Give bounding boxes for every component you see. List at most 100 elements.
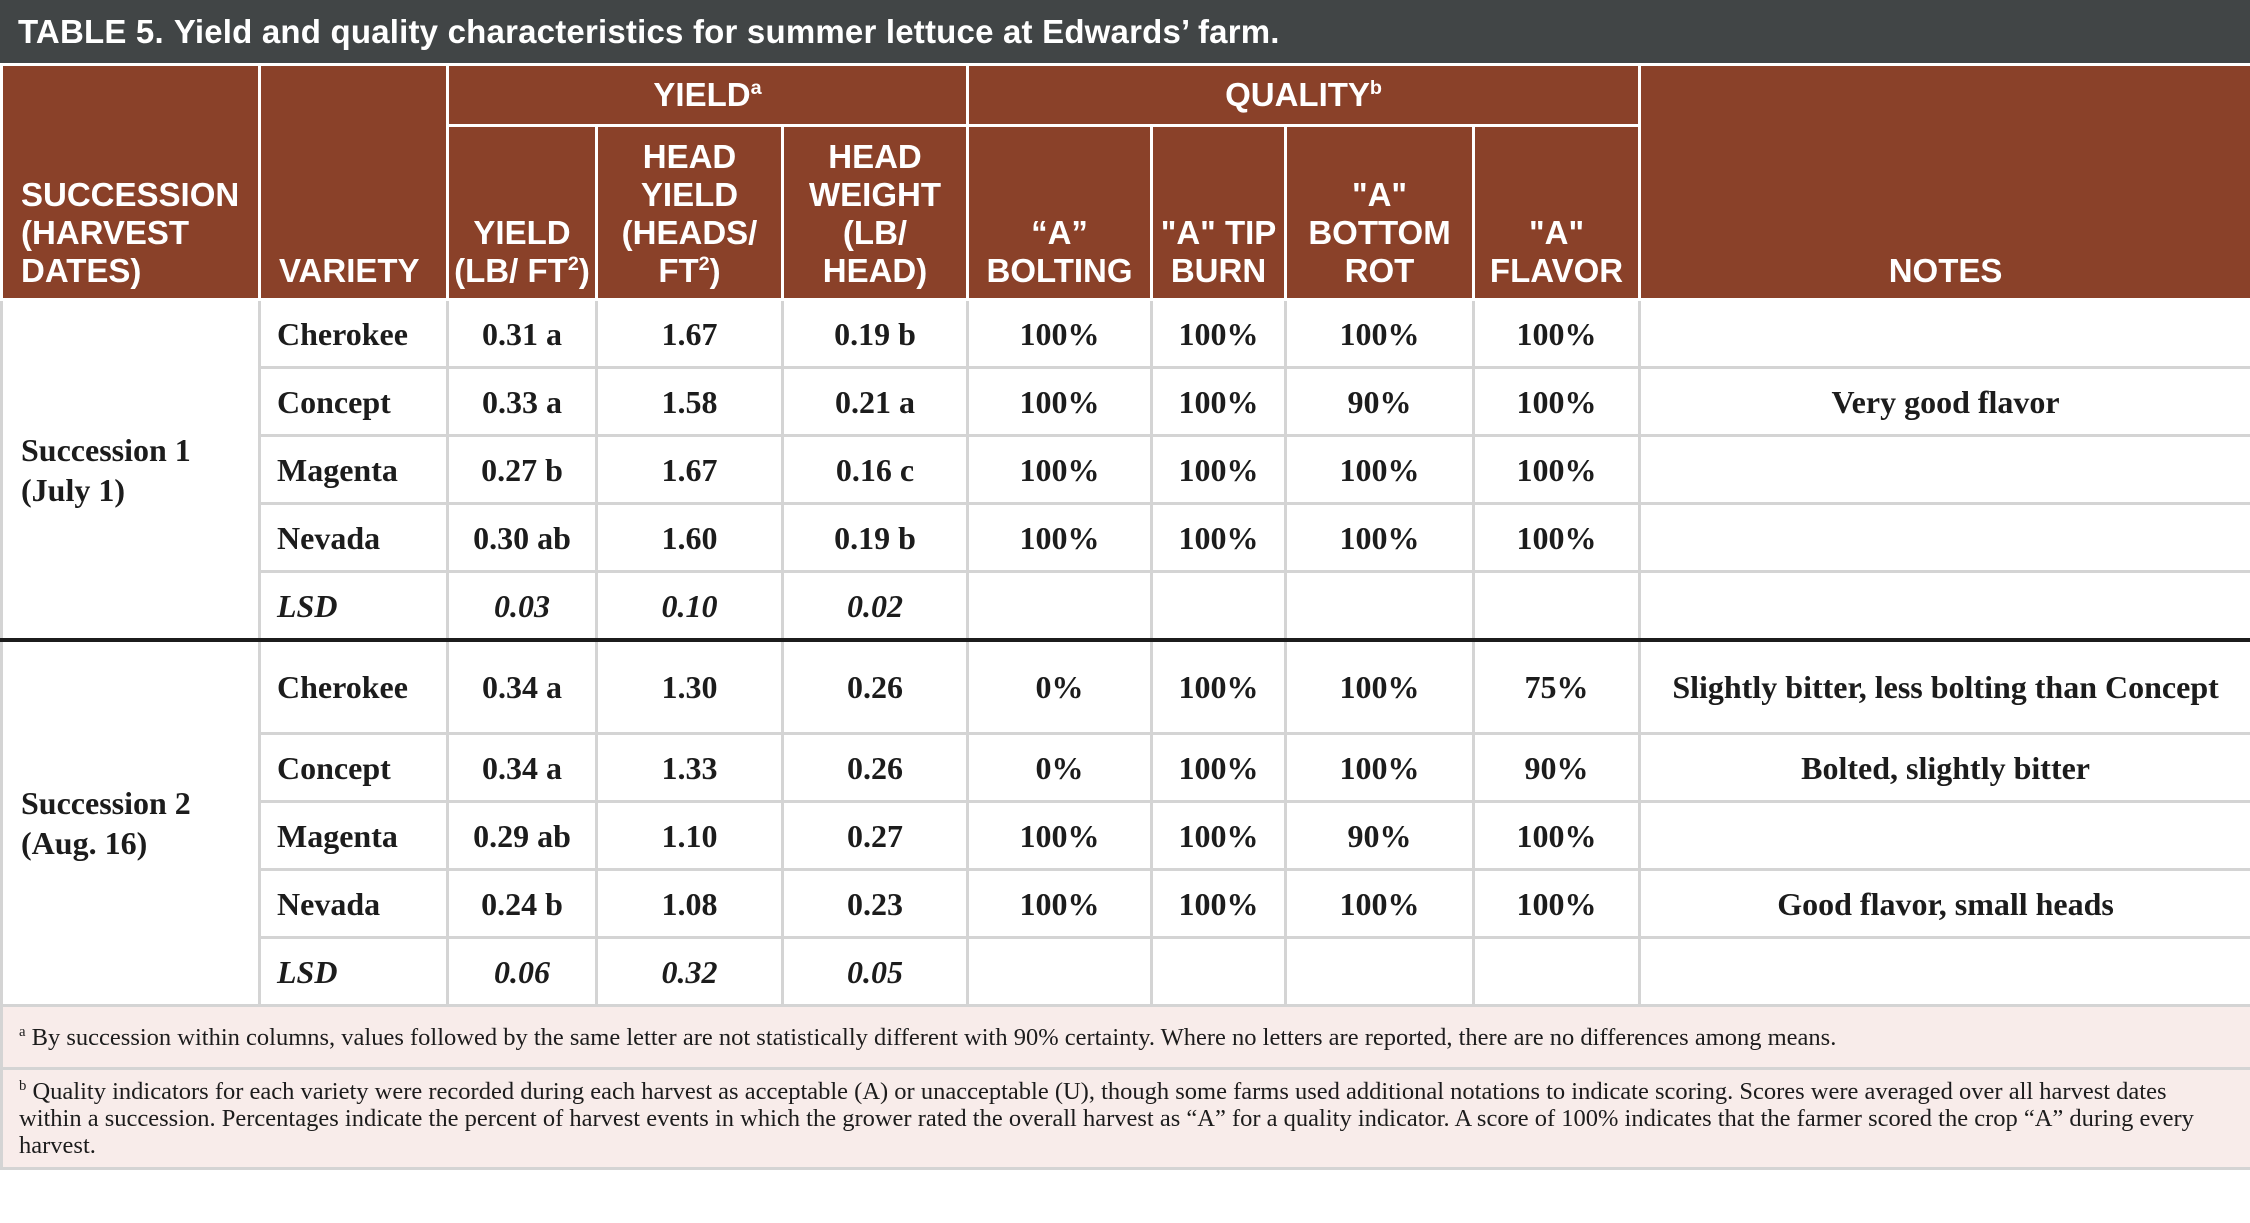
header-succession: SUCCESSION (HARVEST DATES): [0, 63, 261, 301]
table-row: Concept 0.34 a 1.33 0.26 0% 100% 100% 90…: [2, 732, 2250, 803]
variety-cell: Concept: [258, 732, 449, 803]
footnote-b-mark: b: [19, 1077, 27, 1094]
table-row: Succession 2 (Aug. 16) Cherokee 0.34 a 1.…: [0, 638, 2250, 1007]
bottom-rot-cell: 100%: [1284, 434, 1476, 505]
tip-burn-cell: 100%: [1150, 434, 1288, 505]
tip-burn-cell: 100%: [1150, 732, 1288, 803]
tip-burn-cell: 100%: [1150, 502, 1288, 573]
head-yield-cell: 1.30: [595, 638, 784, 735]
empty-cell: [1472, 570, 1642, 642]
bottom-rot-cell: 100%: [1284, 502, 1476, 573]
header-yield: YIELD (LB/ FT2): [446, 124, 598, 301]
yield-cell: 0.24 b: [446, 868, 598, 939]
head-weight-cell: 0.19 b: [780, 502, 970, 573]
flavor-cell: 100%: [1472, 434, 1642, 505]
head-yield-cell: 1.58: [595, 366, 784, 437]
header-notes: NOTES: [1638, 63, 2250, 301]
variety-cell: Cherokee: [258, 638, 449, 735]
head-weight-cell: 0.21 a: [780, 366, 970, 437]
yield-cell: 0.34 a: [446, 732, 598, 803]
empty-cell: [1150, 570, 1288, 642]
empty-cell: [966, 570, 1154, 642]
table-row: Nevada 0.30 ab 1.60 0.19 b 100% 100% 100…: [2, 502, 2250, 573]
header-yield-group-label: YIELD: [653, 76, 751, 113]
empty-cell: [1284, 570, 1476, 642]
notes-cell: [1638, 434, 2250, 505]
tip-burn-cell: 100%: [1150, 800, 1288, 871]
lsd-head-weight: 0.02: [780, 570, 970, 642]
header-yield-group: YIELDa: [445, 63, 970, 127]
yield-cell: 0.31 a: [446, 298, 598, 369]
yield-cell: 0.34 a: [446, 638, 598, 735]
lsd-yield: 0.03: [446, 570, 598, 642]
head-weight-cell: 0.26: [780, 732, 970, 803]
header-variety: VARIETY: [258, 63, 449, 301]
table-row: Succession 1 (July 1) Cherokee 0.31 a 1.6…: [0, 298, 2250, 642]
header-quality-group-label: QUALITY: [1225, 76, 1370, 113]
head-weight-cell: 0.16 c: [780, 434, 970, 505]
table-caption: Yield and quality characteristics for su…: [173, 12, 1280, 50]
table-row: Magenta 0.29 ab 1.10 0.27 100% 100% 90% …: [2, 800, 2250, 871]
empty-cell: [966, 936, 1154, 1007]
variety-cell: Concept: [258, 366, 449, 437]
variety-cell: Magenta: [258, 800, 449, 871]
yield-cell: 0.27 b: [446, 434, 598, 505]
head-weight-cell: 0.23: [780, 868, 970, 939]
bolting-cell: 100%: [966, 366, 1154, 437]
lsd-label: LSD: [258, 570, 449, 642]
header-head-weight: HEAD WEIGHT (LB/ HEAD): [780, 124, 970, 301]
flavor-cell: 100%: [1472, 298, 1642, 369]
succession-cell: Succession 2 (Aug. 16): [0, 638, 261, 1007]
flavor-cell: 100%: [1472, 868, 1642, 939]
lsd-head-weight: 0.05: [780, 936, 970, 1007]
variety-cell: Nevada: [258, 502, 449, 573]
footnote-a-mark: a: [19, 1023, 26, 1040]
bolting-cell: 100%: [966, 434, 1154, 505]
head-yield-cell: 1.33: [595, 732, 784, 803]
footnote-mark-a: a: [750, 77, 762, 99]
bottom-rot-cell: 100%: [1284, 298, 1476, 369]
bottom-rot-cell: 90%: [1284, 800, 1476, 871]
empty-cell: [1638, 936, 2250, 1007]
empty-cell: [1284, 936, 1476, 1007]
table-title: TABLE 5. Yield and quality characteristi…: [0, 0, 2250, 63]
bottom-rot-cell: 90%: [1284, 366, 1476, 437]
notes-cell: Good flavor, small heads: [1638, 868, 2250, 939]
empty-cell: [1150, 936, 1288, 1007]
notes-cell: Very good flavor: [1638, 366, 2250, 437]
bottom-rot-cell: 100%: [1284, 732, 1476, 803]
footnote-b: b Quality indicators for each variety we…: [0, 1067, 2250, 1170]
tip-burn-cell: 100%: [1150, 298, 1288, 369]
yield-cell: 0.29 ab: [446, 800, 598, 871]
header-tip-burn: "A" TIP BURN: [1150, 124, 1288, 301]
notes-cell: [1638, 800, 2250, 871]
yield-cell: 0.30 ab: [446, 502, 598, 573]
footnote-row: b Quality indicators for each variety we…: [0, 1067, 2250, 1170]
lsd-label: LSD: [258, 936, 449, 1007]
tip-burn-cell: 100%: [1150, 638, 1288, 735]
bolting-cell: 0%: [966, 732, 1154, 803]
head-yield-cell: 1.08: [595, 868, 784, 939]
flavor-cell: 100%: [1472, 366, 1642, 437]
notes-cell: Slightly bitter, less bolting than Conce…: [1638, 638, 2250, 735]
footnote-mark-b: b: [1369, 77, 1382, 99]
table-row: Concept 0.33 a 1.58 0.21 a 100% 100% 90%…: [2, 366, 2250, 437]
variety-cell: Cherokee: [258, 298, 449, 369]
head-weight-cell: 0.19 b: [780, 298, 970, 369]
succession-cell: Succession 1 (July 1): [0, 298, 261, 642]
lsd-row: LSD 0.03 0.10 0.02: [2, 570, 2250, 642]
table-number: TABLE 5.: [18, 12, 164, 50]
head-weight-cell: 0.26: [780, 638, 970, 735]
head-yield-cell: 1.67: [595, 298, 784, 369]
lsd-head-yield: 0.10: [595, 570, 784, 642]
head-yield-cell: 1.67: [595, 434, 784, 505]
lsd-yield: 0.06: [446, 936, 598, 1007]
lsd-row: LSD 0.06 0.32 0.05: [2, 936, 2250, 1007]
data-table: SUCCESSION (HARVEST DATES) VARIETY YIELD…: [0, 63, 2250, 1170]
notes-cell: Bolted, slightly bitter: [1638, 732, 2250, 803]
header-head-yield: HEAD YIELD (HEADS/ FT2): [595, 124, 784, 301]
header-quality-group: QUALITYb: [966, 63, 1642, 127]
empty-cell: [1472, 936, 1642, 1007]
footnote-b-text: Quality indicators for each variety were…: [19, 1078, 2194, 1159]
